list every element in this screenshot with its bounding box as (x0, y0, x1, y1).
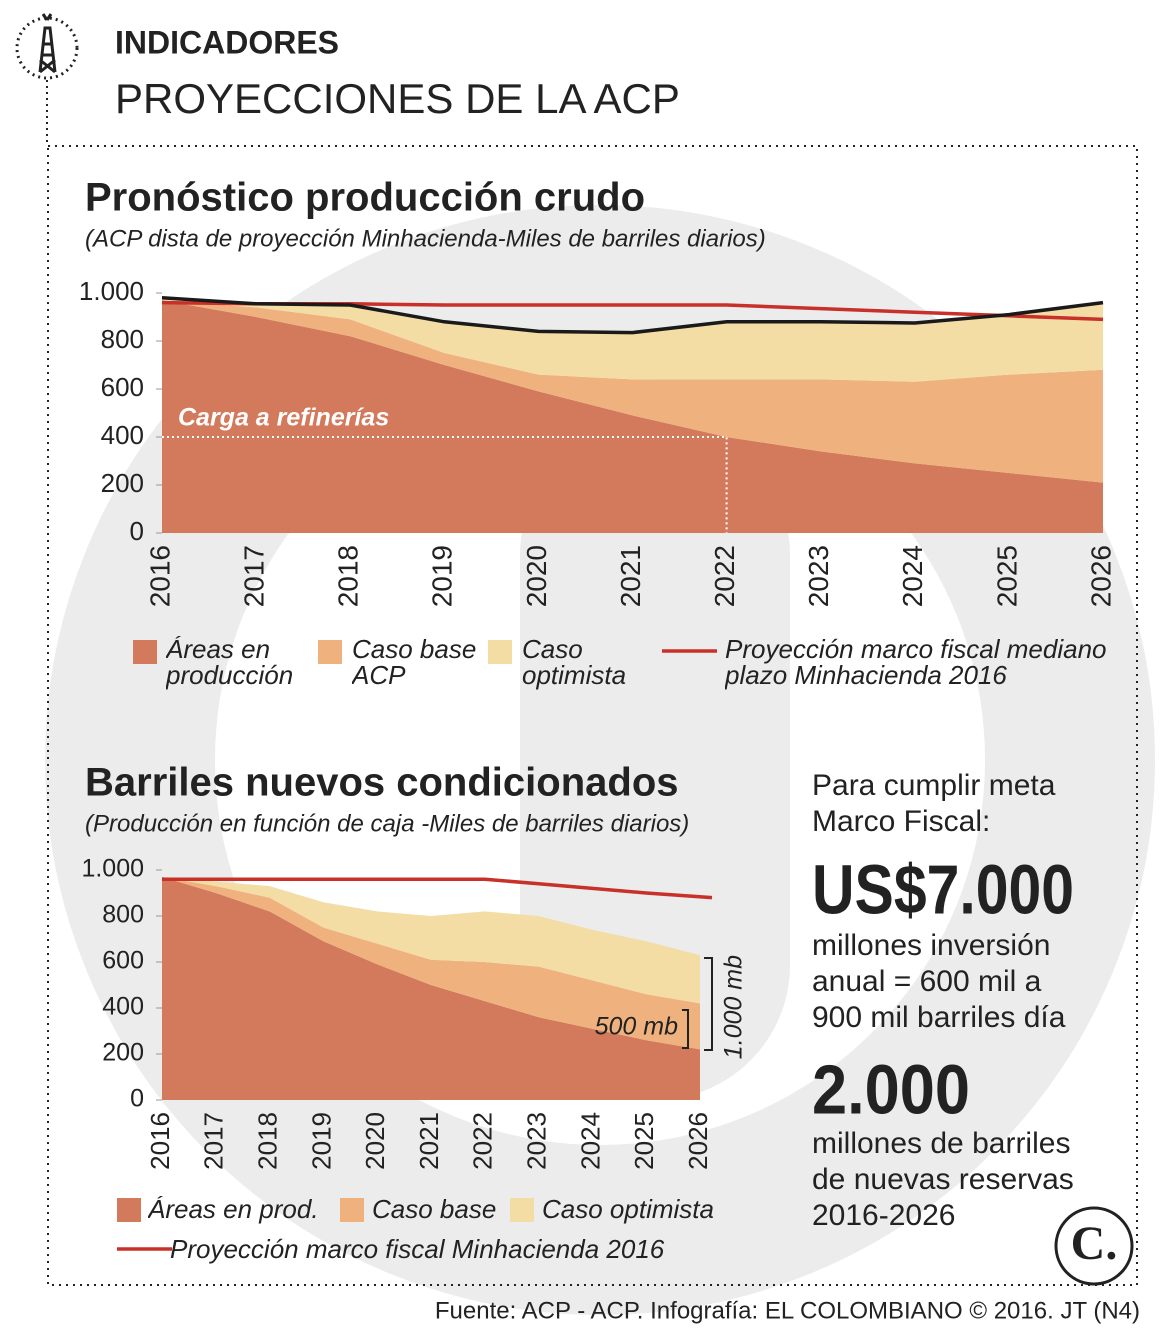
x-tick-label: 2021 (414, 1112, 444, 1170)
bracket (704, 957, 713, 1051)
stacked-area (162, 876, 700, 1050)
y-tick-label: 600 (101, 372, 144, 402)
x-tick-label: 2023 (521, 1112, 551, 1170)
annotation: 1.000 mb (720, 955, 748, 1059)
legend-text: Proyección marco fiscal Minhacienda 2016 (170, 1236, 665, 1264)
y-tick-label: 800 (101, 324, 144, 354)
chart-title: Pronóstico producción crudo (85, 176, 645, 220)
kicker: INDICADORES (115, 24, 339, 60)
legend-swatch (488, 640, 512, 664)
sidebar-text-1: millones inversión anual = 600 mil a 900… (812, 929, 1066, 1034)
x-tick-label: 2026 (1085, 545, 1116, 607)
x-tick-label: 2017 (199, 1112, 229, 1170)
x-tick-label: 2020 (521, 545, 552, 607)
source: Fuente: ACP - ACP. Infografía: EL COLOMB… (435, 1297, 1140, 1324)
y-tick-label: 1.000 (81, 855, 144, 883)
x-tick-label: 2021 (615, 545, 646, 607)
x-tick-label: 2020 (360, 1112, 390, 1170)
stacked-area (162, 300, 1103, 533)
x-tick-label: 2024 (897, 545, 928, 607)
x-tick-label: 2024 (575, 1112, 605, 1170)
legend-label: Áreas en producción (166, 636, 294, 690)
y-tick-label: 1.000 (79, 276, 144, 306)
x-tick-label: 2022 (468, 1112, 498, 1170)
y-tick-label: 600 (102, 947, 144, 975)
annotation: 500 mb (595, 1013, 678, 1041)
x-tick-label: 2022 (709, 545, 740, 607)
page-title: PROYECCIONES DE LA ACP (115, 75, 680, 122)
projection-line (162, 877, 713, 900)
x-tick-label: 2026 (683, 1112, 713, 1170)
x-tick-label: 2018 (333, 545, 364, 607)
logo-ring (1054, 1206, 1134, 1286)
sidebar-text: millones de barriles de nuevas reservas … (812, 1127, 1074, 1232)
legend-text: Caso base ACP (352, 636, 477, 690)
stacked-area (162, 876, 700, 1004)
oil-rig-icon (15, 13, 79, 80)
legend-label: Áreas en prod. (148, 1196, 319, 1224)
x-tick-label: 2016 (145, 1112, 175, 1170)
logo: C. (1071, 1217, 1118, 1270)
x-tick-label: 2019 (427, 545, 458, 607)
sidebar-figure: US$7.000 (812, 850, 1074, 928)
y-tick-label: 200 (101, 468, 144, 498)
stacked-area (162, 876, 700, 1100)
y-tick-label: 0 (130, 516, 144, 546)
legend-text: Caso optimista (522, 636, 627, 690)
y-tick-label: 0 (130, 1085, 144, 1113)
chart-subtitle: (ACP dista de proyección Minhacienda-Mil… (85, 225, 766, 252)
x-tick-label: 2019 (306, 1112, 336, 1170)
legend-swatch (117, 1198, 141, 1222)
legend-swatch (510, 1198, 534, 1222)
legend-text: Áreas en prod. (148, 1196, 319, 1224)
sidebar-intro-text: Para cumplir meta Marco Fiscal: (812, 769, 1056, 838)
legend-label: Caso optimista (542, 1196, 714, 1224)
legend-text: Proyección marco fiscal mediano plazo Mi… (725, 636, 1107, 690)
bracket (682, 1009, 689, 1049)
chart-title: Barriles nuevos condicionados (85, 761, 679, 805)
legend-text: Áreas en producción (166, 636, 294, 690)
stacked-area (162, 300, 1103, 483)
sidebar-text: millones inversión anual = 600 mil a 900… (812, 929, 1066, 1034)
y-tick-label: 400 (102, 993, 144, 1021)
legend-swatch (340, 1198, 364, 1222)
x-tick-label: 2017 (238, 545, 269, 607)
frame (47, 145, 1138, 1286)
x-tick-label: 2025 (991, 545, 1022, 607)
y-tick-label: 800 (102, 901, 144, 929)
legend-label: Caso base (372, 1196, 497, 1224)
stack-outline (161, 296, 1104, 335)
legend-text: Caso optimista (542, 1196, 714, 1224)
sidebar-figure: 2.000 (812, 1050, 970, 1128)
x-tick-label: 2023 (803, 545, 834, 607)
x-tick-label: 2016 (144, 545, 175, 607)
legend-label: Caso base ACP (352, 636, 477, 690)
x-tick-label: 2025 (629, 1112, 659, 1170)
y-tick-label: 400 (101, 420, 144, 450)
y-tick-label: 200 (102, 1039, 144, 1067)
legend-swatch (133, 640, 157, 664)
legend-label: Proyección marco fiscal Minhacienda 2016 (170, 1236, 665, 1264)
stacked-area (162, 297, 1103, 382)
annotation: Carga a refinerías (178, 404, 389, 432)
legend-text: Caso base (372, 1196, 497, 1224)
legend-label: Proyección marco fiscal mediano plazo Mi… (725, 636, 1107, 690)
legend-swatch (318, 640, 342, 664)
sidebar-text-2: millones de barriles de nuevas reservas … (812, 1127, 1074, 1232)
chart-subtitle: (Producción en función de caja -Miles de… (85, 810, 689, 837)
x-tick-label: 2018 (252, 1112, 282, 1170)
sidebar-intro: Para cumplir meta Marco Fiscal: (812, 769, 1056, 838)
legend-label: Caso optimista (522, 636, 627, 690)
